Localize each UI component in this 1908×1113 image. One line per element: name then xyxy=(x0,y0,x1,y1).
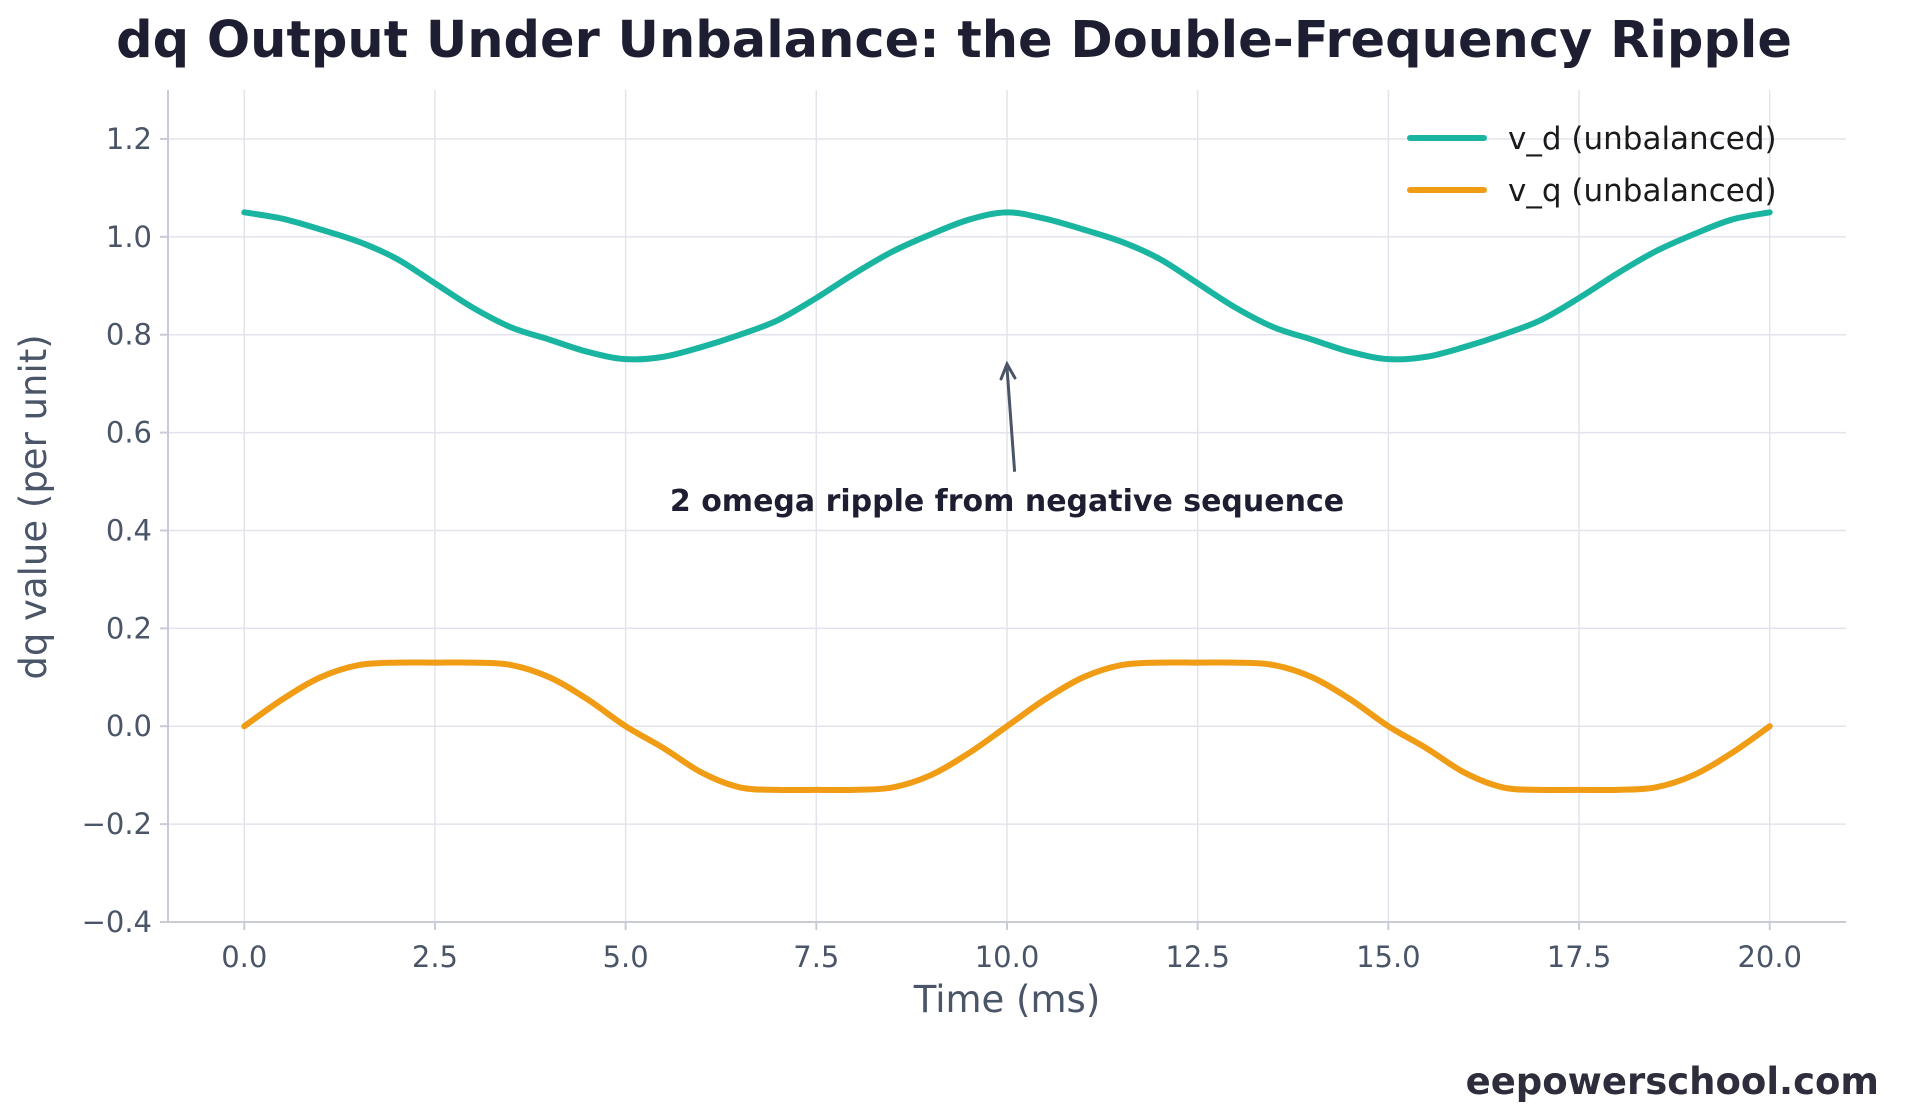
y-tick-label-0: −0.4 xyxy=(82,905,152,939)
x-tick-label-2: 5.0 xyxy=(603,940,649,974)
annotation-arrow-head xyxy=(999,360,1017,381)
y-tick-label-8: 1.2 xyxy=(106,122,152,156)
x-tick-label-4: 10.0 xyxy=(975,940,1040,974)
x-tick-label-0: 0.0 xyxy=(221,940,267,974)
y-tick-label-6: 0.8 xyxy=(106,318,152,352)
annotation-group: 2 omega ripple from negative sequence xyxy=(670,360,1344,519)
data-series xyxy=(241,209,1773,794)
series-line-0 xyxy=(241,209,1773,363)
x-tick-label-3: 7.5 xyxy=(793,940,839,974)
y-tick-label-3: 0.2 xyxy=(106,611,152,645)
x-tick-labels: 0.0 2.5 5.0 7.5 10.0 12.5 15.0 17.5 20.0 xyxy=(221,922,1802,974)
y-tick-label-2: 0.0 xyxy=(106,709,152,743)
y-tick-label-1: −0.2 xyxy=(82,807,152,841)
x-tick-label-1: 2.5 xyxy=(412,940,458,974)
y-axis-label: dq value (per unit) xyxy=(12,334,55,679)
x-tick-label-6: 15.0 xyxy=(1356,940,1421,974)
watermark-text: eepowerschool.com xyxy=(1466,1060,1879,1103)
series-line-1 xyxy=(241,659,1773,794)
x-axis-label: Time (ms) xyxy=(913,978,1101,1021)
annotation-arrow xyxy=(1005,367,1017,472)
legend: v_d (unbalanced) v_q (unbalanced) xyxy=(1407,121,1777,209)
x-tick-label-5: 12.5 xyxy=(1165,940,1230,974)
grid-lines xyxy=(168,90,1846,923)
y-tick-label-7: 1.0 xyxy=(106,220,152,254)
annotation-text: 2 omega ripple from negative sequence xyxy=(670,484,1344,519)
x-tick-label-7: 17.5 xyxy=(1547,940,1612,974)
legend-label-1: v_q (unbalanced) xyxy=(1508,173,1777,209)
y-tick-label-5: 0.6 xyxy=(106,416,152,450)
y-tick-label-4: 0.4 xyxy=(106,513,152,547)
chart-title: dq Output Under Unbalance: the Double-Fr… xyxy=(116,11,1792,70)
legend-label-0: v_d (unbalanced) xyxy=(1508,121,1777,157)
y-tick-labels: −0.4 −0.2 0.0 0.2 0.4 0.6 0.8 1.0 1.2 xyxy=(82,122,168,939)
x-tick-label-8: 20.0 xyxy=(1737,940,1802,974)
